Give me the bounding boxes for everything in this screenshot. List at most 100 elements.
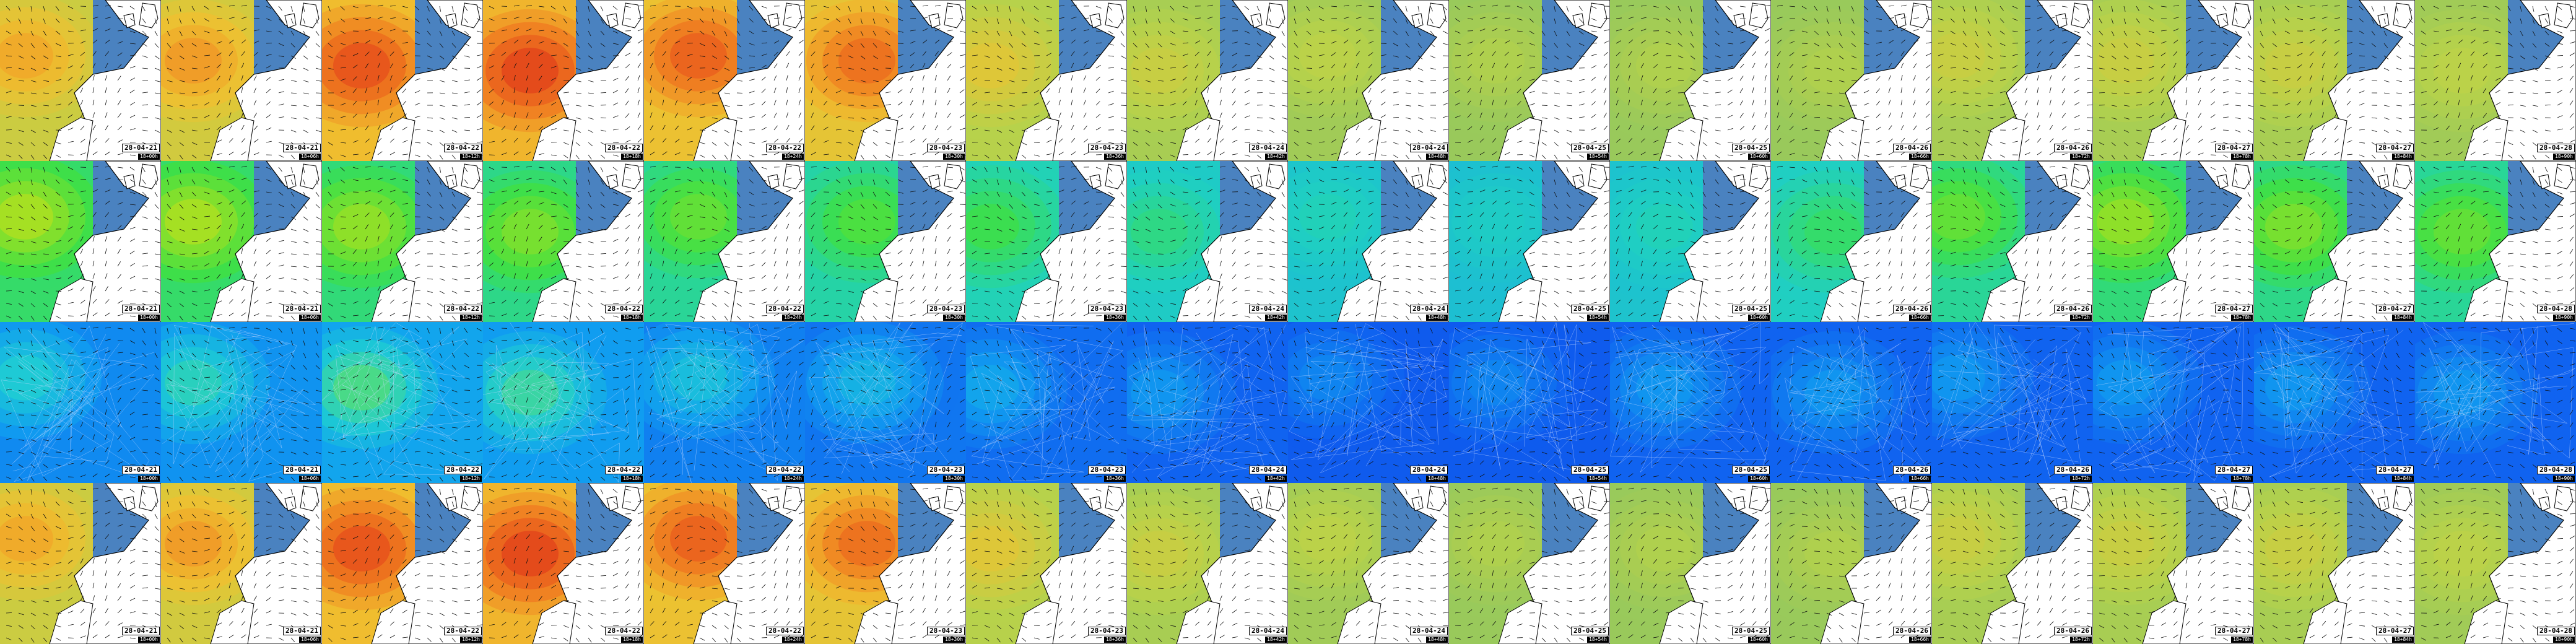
forecast-run-label: 18+84h (2392, 315, 2414, 321)
forecast-tile: 28-04-27 18+78h (2093, 483, 2254, 644)
forecast-run-label: 18+48h (1426, 637, 1448, 643)
forecast-date-label: 28-04-24 (1249, 466, 1287, 474)
forecast-date-label: 28-04-27 (2376, 627, 2414, 635)
forecast-tile: 28-04-22 18+18h (483, 483, 644, 644)
forecast-tile: 28-04-24 18+42h (1127, 161, 1288, 322)
forecast-tile: 28-04-24 18+48h (1288, 0, 1449, 161)
forecast-run-label: 18+36h (1104, 637, 1126, 643)
forecast-tile: 28-04-27 18+78h (2093, 161, 2254, 322)
weather-map (805, 483, 966, 644)
forecast-run-label: 18+42h (1265, 315, 1287, 321)
forecast-run-label: 18+24h (782, 154, 804, 160)
forecast-tile: 28-04-22 18+24h (644, 0, 805, 161)
weather-map (1288, 483, 1449, 644)
weather-map (1610, 161, 1771, 322)
forecast-date-label: 28-04-22 (766, 144, 804, 152)
forecast-date-label: 28-04-27 (2215, 144, 2253, 152)
forecast-run-label: 18+66h (1909, 154, 1931, 160)
forecast-run-label: 18+42h (1265, 476, 1287, 482)
weather-map (1932, 0, 2093, 161)
forecast-run-label: 18+78h (2231, 476, 2253, 482)
forecast-tile: 28-04-28 18+90h (2415, 483, 2576, 644)
forecast-run-label: 18+12h (460, 154, 482, 160)
weather-map (966, 161, 1127, 322)
forecast-date-label: 28-04-24 (1410, 466, 1448, 474)
weather-map (483, 0, 644, 161)
weather-map (322, 322, 483, 483)
weather-map (322, 161, 483, 322)
weather-map (2415, 0, 2576, 161)
weather-map (644, 483, 805, 644)
forecast-run-label: 18+78h (2231, 637, 2253, 643)
forecast-run-label: 18+66h (1909, 315, 1931, 321)
forecast-date-label: 28-04-26 (1893, 627, 1931, 635)
forecast-date-label: 28-04-22 (444, 466, 482, 474)
forecast-tile: 28-04-25 18+60h (1610, 483, 1771, 644)
weather-map (1771, 483, 1932, 644)
forecast-tile: 28-04-23 18+36h (966, 483, 1127, 644)
forecast-run-label: 18+48h (1426, 154, 1448, 160)
forecast-run-label: 18+60h (1748, 154, 1770, 160)
weather-map (1127, 483, 1288, 644)
weather-map (644, 161, 805, 322)
forecast-tile: 28-04-21 18+00h (0, 483, 161, 644)
forecast-date-label: 28-04-23 (1088, 305, 1126, 313)
weather-map (483, 322, 644, 483)
forecast-run-label: 18+30h (943, 637, 965, 643)
forecast-tile: 28-04-26 18+72h (1932, 483, 2093, 644)
weather-map (161, 322, 322, 483)
forecast-tile: 28-04-24 18+48h (1288, 322, 1449, 483)
forecast-tile: 28-04-27 18+84h (2254, 483, 2415, 644)
weather-map (0, 0, 161, 161)
forecast-run-label: 18+24h (782, 637, 804, 643)
forecast-date-label: 28-04-22 (444, 627, 482, 635)
forecast-tile: 28-04-26 18+72h (1932, 0, 2093, 161)
forecast-tile: 28-04-28 18+90h (2415, 322, 2576, 483)
forecast-tile: 28-04-28 18+90h (2415, 161, 2576, 322)
forecast-date-label: 28-04-24 (1410, 627, 1448, 635)
forecast-tile: 28-04-24 18+48h (1288, 483, 1449, 644)
weather-map (483, 483, 644, 644)
forecast-date-label: 28-04-28 (2537, 305, 2575, 313)
weather-map (2093, 483, 2254, 644)
forecast-date-label: 28-04-24 (1249, 144, 1287, 152)
forecast-run-label: 18+54h (1587, 476, 1609, 482)
forecast-date-label: 28-04-23 (927, 466, 965, 474)
forecast-run-label: 18+06h (299, 476, 321, 482)
forecast-run-label: 18+66h (1909, 637, 1931, 643)
forecast-date-label: 28-04-26 (2054, 466, 2092, 474)
weather-map (1932, 483, 2093, 644)
forecast-tile: 28-04-25 18+60h (1610, 161, 1771, 322)
weather-map (1771, 161, 1932, 322)
forecast-tile: 28-04-22 18+24h (644, 161, 805, 322)
forecast-tile: 28-04-22 18+18h (483, 322, 644, 483)
forecast-run-label: 18+48h (1426, 476, 1448, 482)
forecast-date-label: 28-04-26 (2054, 305, 2092, 313)
forecast-run-label: 18+54h (1587, 315, 1609, 321)
forecast-tile: 28-04-21 18+06h (161, 483, 322, 644)
forecast-date-label: 28-04-23 (1088, 144, 1126, 152)
forecast-tile: 28-04-24 18+42h (1127, 483, 1288, 644)
forecast-run-label: 18+00h (138, 637, 160, 643)
weather-map (1127, 0, 1288, 161)
forecast-tile: 28-04-26 18+72h (1932, 322, 2093, 483)
forecast-run-label: 18+00h (138, 154, 160, 160)
forecast-run-label: 18+18h (621, 476, 643, 482)
forecast-date-label: 28-04-27 (2376, 466, 2414, 474)
forecast-date-label: 28-04-22 (605, 305, 643, 313)
forecast-run-label: 18+30h (943, 154, 965, 160)
forecast-run-label: 18+00h (138, 476, 160, 482)
weather-map (161, 0, 322, 161)
forecast-run-label: 18+12h (460, 637, 482, 643)
forecast-run-label: 18+06h (299, 154, 321, 160)
forecast-date-label: 28-04-25 (1571, 144, 1609, 152)
forecast-date-label: 28-04-28 (2537, 144, 2575, 152)
forecast-tile: 28-04-25 18+54h (1449, 483, 1610, 644)
forecast-date-label: 28-04-22 (605, 627, 643, 635)
forecast-tile: 28-04-25 18+54h (1449, 161, 1610, 322)
forecast-run-label: 18+84h (2392, 476, 2414, 482)
weather-map (644, 0, 805, 161)
forecast-run-label: 18+90h (2553, 315, 2575, 321)
forecast-date-label: 28-04-24 (1410, 144, 1448, 152)
forecast-tile: 28-04-24 18+42h (1127, 322, 1288, 483)
